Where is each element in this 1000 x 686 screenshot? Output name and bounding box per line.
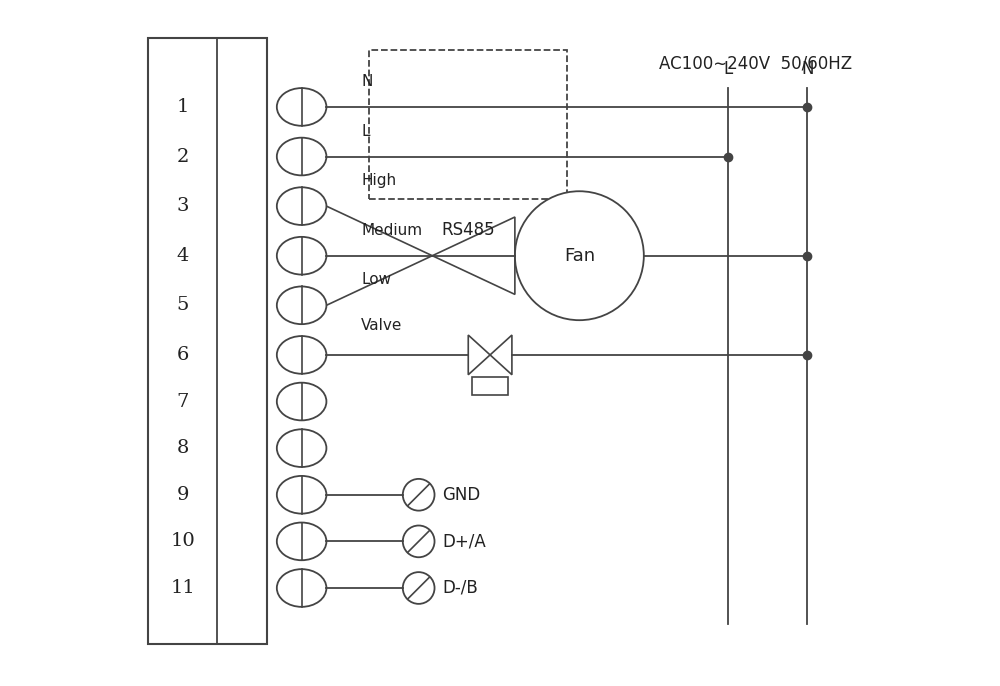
Ellipse shape <box>277 138 326 176</box>
Text: Low: Low <box>361 272 391 287</box>
Text: D+/A: D+/A <box>442 532 486 550</box>
Circle shape <box>403 525 435 557</box>
Ellipse shape <box>277 187 326 225</box>
Circle shape <box>403 572 435 604</box>
FancyBboxPatch shape <box>148 38 267 643</box>
Text: 1: 1 <box>176 98 189 116</box>
Text: 2: 2 <box>176 147 189 165</box>
Text: 7: 7 <box>176 392 189 410</box>
Text: 9: 9 <box>176 486 189 504</box>
FancyBboxPatch shape <box>369 50 567 199</box>
Ellipse shape <box>277 88 326 126</box>
Text: High: High <box>361 174 396 188</box>
Text: 6: 6 <box>176 346 189 364</box>
Text: 3: 3 <box>176 197 189 215</box>
Text: Valve: Valve <box>361 318 403 333</box>
Text: L: L <box>724 60 733 78</box>
Text: 5: 5 <box>176 296 189 314</box>
Ellipse shape <box>277 383 326 421</box>
Text: N: N <box>361 74 373 89</box>
Ellipse shape <box>277 287 326 324</box>
Ellipse shape <box>277 523 326 560</box>
Text: 10: 10 <box>170 532 195 550</box>
Text: 8: 8 <box>176 439 189 457</box>
Text: 11: 11 <box>170 579 195 597</box>
Circle shape <box>515 191 644 320</box>
Text: D-/B: D-/B <box>442 579 478 597</box>
Ellipse shape <box>277 237 326 274</box>
Circle shape <box>403 479 435 510</box>
Text: Medium: Medium <box>361 223 422 238</box>
Text: N: N <box>801 60 814 78</box>
Text: L: L <box>361 123 370 139</box>
Ellipse shape <box>277 429 326 467</box>
Text: 4: 4 <box>176 247 189 265</box>
Text: Fan: Fan <box>564 247 595 265</box>
Ellipse shape <box>277 569 326 607</box>
Text: AC100∼240V  50/60HZ: AC100∼240V 50/60HZ <box>659 54 852 72</box>
Ellipse shape <box>277 336 326 374</box>
Text: GND: GND <box>442 486 481 504</box>
Ellipse shape <box>277 476 326 514</box>
Text: RS485: RS485 <box>441 221 495 239</box>
FancyBboxPatch shape <box>472 377 508 394</box>
